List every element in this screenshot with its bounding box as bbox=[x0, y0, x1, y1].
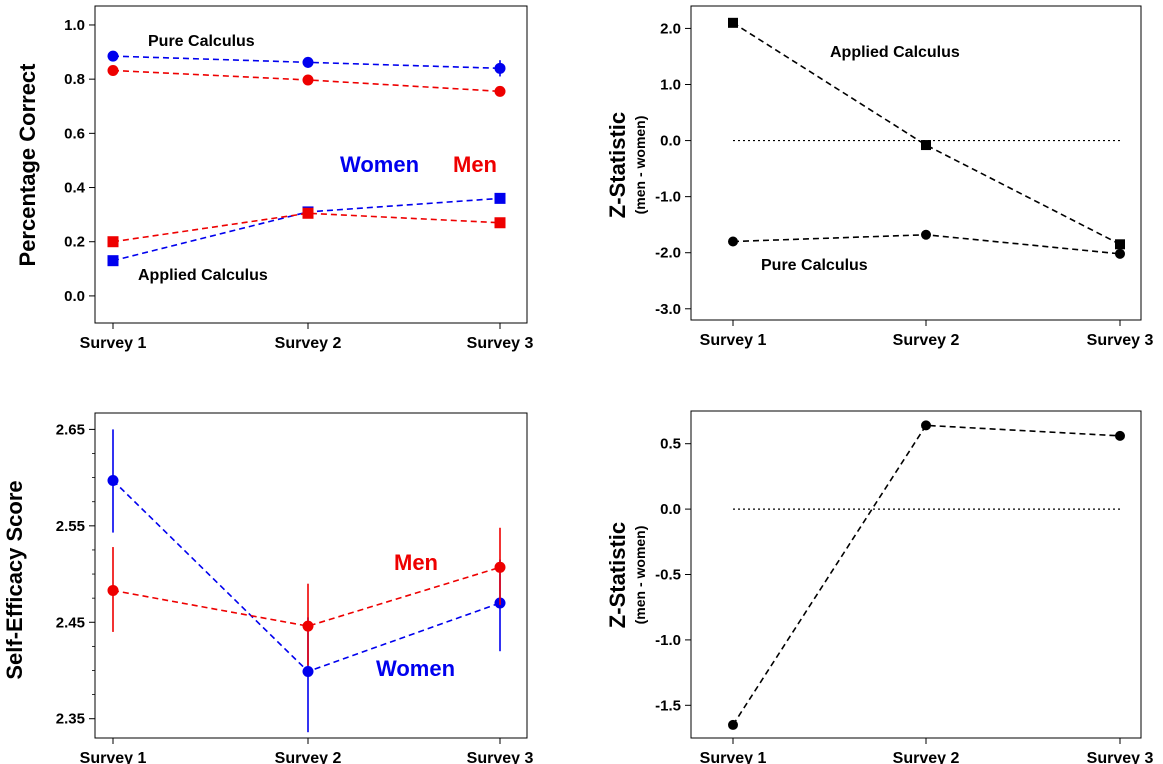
x-tick-label: Survey 1 bbox=[700, 332, 767, 349]
y-tick-label: 2.55 bbox=[56, 518, 85, 535]
data-point bbox=[302, 665, 314, 677]
x-tick-label: Survey 3 bbox=[467, 750, 534, 764]
y-tick-label: 0.2 bbox=[64, 234, 85, 251]
data-point bbox=[921, 420, 931, 431]
series-line bbox=[732, 22, 1121, 246]
y-tick-label: -0.5 bbox=[655, 567, 681, 584]
annotation-applied-calculus: Applied Calculus bbox=[138, 267, 268, 284]
data-point-square bbox=[921, 140, 931, 151]
y-tick-label: 0.0 bbox=[64, 288, 85, 305]
y-tick-label: -1.0 bbox=[655, 189, 681, 206]
annotation-pure-calculus: Pure Calculus bbox=[148, 33, 255, 50]
x-tick-label: Survey 1 bbox=[80, 335, 147, 352]
y-tick-label: 2.0 bbox=[660, 20, 681, 37]
y-axis-title: Percentage Correct bbox=[15, 63, 40, 267]
y-axis-subtitle: (men - women) bbox=[632, 116, 648, 215]
legend-women: Women bbox=[340, 152, 419, 177]
y-tick-label: -2.0 bbox=[655, 245, 681, 262]
data-point bbox=[302, 620, 314, 632]
x-tick-label: Survey 3 bbox=[1087, 750, 1154, 764]
x-tick-label: Survey 2 bbox=[275, 335, 342, 352]
data-point bbox=[107, 50, 119, 62]
legend-men: Men bbox=[453, 152, 497, 177]
y-tick-label: 0.0 bbox=[660, 501, 681, 518]
y-tick-label: 0.8 bbox=[64, 71, 85, 88]
data-point bbox=[728, 236, 738, 247]
data-point bbox=[302, 56, 314, 68]
data-point bbox=[728, 719, 738, 730]
x-tick-label: Survey 2 bbox=[893, 332, 960, 349]
series-line bbox=[112, 479, 501, 673]
series-line bbox=[732, 424, 1121, 726]
y-tick-label: 0.0 bbox=[660, 133, 681, 150]
data-point-square bbox=[302, 207, 314, 219]
panel-percentage-correct: 0.0 0.2 0.4 0.6 0.8 1.0 Survey 1 Survey 2 Survey… bbox=[15, 5, 534, 352]
y-tick-label: 0.5 bbox=[660, 436, 681, 453]
x-tick-label: Survey 1 bbox=[700, 750, 767, 764]
data-point bbox=[107, 64, 119, 76]
legend-men: Men bbox=[394, 550, 438, 575]
y-tick-label: 1.0 bbox=[64, 17, 85, 34]
annotation-applied-calculus: Applied Calculus bbox=[830, 44, 960, 61]
data-point-square bbox=[1115, 239, 1125, 250]
y-tick-label: 0.4 bbox=[64, 180, 86, 197]
data-point-square bbox=[494, 192, 506, 204]
y-tick-label: 2.35 bbox=[56, 711, 85, 728]
data-point bbox=[494, 62, 506, 74]
y-tick-label: -1.5 bbox=[655, 697, 681, 714]
y-tick-label: 0.6 bbox=[64, 125, 85, 142]
series-line bbox=[112, 566, 501, 627]
data-point-square bbox=[107, 236, 119, 248]
annotation-pure-calculus: Pure Calculus bbox=[761, 257, 868, 274]
plot-frame bbox=[94, 5, 528, 324]
plot-frame bbox=[690, 5, 1142, 321]
x-tick-label: Survey 1 bbox=[80, 750, 147, 764]
y-tick-label: -3.0 bbox=[655, 301, 681, 318]
y-axis-subtitle: (men - women) bbox=[632, 526, 648, 625]
x-tick-label: Survey 3 bbox=[467, 335, 534, 352]
data-point bbox=[1115, 430, 1125, 441]
data-point bbox=[107, 584, 119, 596]
data-point-square bbox=[107, 255, 119, 267]
y-axis-title: Z-Statistic bbox=[605, 522, 630, 628]
panel-z-statistic-correct: -3.0 -2.0 -1.0 0.0 1.0 2.0 Survey 1 Survey 2 Sur… bbox=[605, 5, 1154, 349]
x-tick-label: Survey 2 bbox=[893, 750, 960, 764]
data-point bbox=[494, 85, 506, 97]
y-tick-label: -1.0 bbox=[655, 632, 681, 649]
data-point bbox=[1115, 248, 1125, 259]
data-point bbox=[107, 475, 119, 487]
x-tick-label: Survey 3 bbox=[1087, 332, 1154, 349]
data-point-square bbox=[494, 217, 506, 229]
panel-z-statistic-self-efficacy: -1.5 -1.0 -0.5 0.0 0.5 Survey 1 Survey 2 Survey… bbox=[605, 410, 1154, 764]
x-tick-label: Survey 2 bbox=[275, 750, 342, 764]
data-point-square bbox=[728, 17, 738, 28]
legend-women: Women bbox=[376, 656, 455, 681]
series-line bbox=[112, 212, 501, 243]
y-tick-label: 1.0 bbox=[660, 77, 681, 94]
y-axis-title: Self-Efficacy Score bbox=[2, 480, 27, 679]
y-axis-title: Z-Statistic bbox=[605, 112, 630, 218]
y-tick-label: 2.45 bbox=[56, 614, 85, 631]
y-tick-label: 2.65 bbox=[56, 421, 85, 438]
data-point bbox=[921, 229, 931, 240]
panel-self-efficacy: 2.35 2.45 2.55 2.65 Survey 1 Survey 2 Survey 3… bbox=[2, 412, 534, 764]
plot-frame bbox=[690, 410, 1142, 739]
plot-frame bbox=[94, 412, 528, 739]
data-point bbox=[494, 561, 506, 573]
data-point bbox=[302, 74, 314, 86]
